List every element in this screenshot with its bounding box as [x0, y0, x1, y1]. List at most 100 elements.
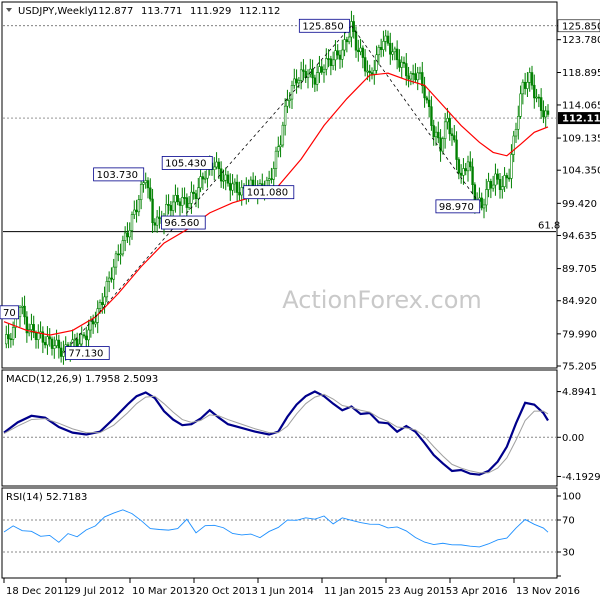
- price-annotation-box: [243, 185, 295, 200]
- candle-body: [368, 70, 371, 73]
- candle-body: [267, 178, 271, 181]
- candle-body: [539, 97, 543, 111]
- candle-body: [331, 59, 335, 66]
- current-price-label: 112.112: [562, 114, 600, 125]
- candle-body: [94, 322, 97, 325]
- candle-body: [224, 174, 227, 181]
- candle-body: [50, 338, 54, 349]
- candle-body: [233, 181, 237, 185]
- candle-body: [32, 324, 35, 334]
- candle-body: [146, 180, 150, 189]
- candle-body: [325, 58, 328, 70]
- price-annotation-box: [93, 167, 145, 182]
- macd-y-tick-label: 4.8941: [562, 387, 597, 398]
- candle-body: [455, 139, 458, 160]
- candle-body: [361, 47, 365, 58]
- x-tick-label: 1 Jun 2014: [260, 586, 314, 597]
- price-annotation-box: [161, 156, 213, 170]
- candle-body: [423, 85, 426, 99]
- candle-body: [103, 296, 106, 306]
- candle-body: [201, 176, 205, 180]
- candle-body: [530, 72, 534, 86]
- candle-body: [375, 54, 378, 71]
- candle-body: [393, 48, 397, 53]
- y-tick-label: 79.990: [562, 329, 597, 340]
- candle-body: [400, 61, 403, 68]
- candle-body: [149, 187, 152, 200]
- candle-body: [183, 197, 186, 199]
- y-tick-label: 114.065: [562, 100, 600, 111]
- candle-body: [491, 184, 495, 189]
- candle-body: [114, 253, 118, 268]
- candle-body: [357, 49, 360, 53]
- rsi-line: [3, 509, 549, 548]
- candle-body: [41, 331, 45, 343]
- candle-body: [306, 73, 310, 78]
- macd-line: [3, 390, 549, 476]
- candle-body: [382, 41, 385, 50]
- candle-body: [130, 214, 134, 231]
- candle-body: [471, 166, 474, 186]
- candle-body: [453, 135, 456, 141]
- candle-body: [338, 54, 342, 60]
- macd-title: MACD(12,26,9) 1.7958 2.5093: [6, 374, 158, 385]
- candle-body: [117, 253, 120, 256]
- candle-body: [537, 96, 541, 99]
- candle-body: [203, 177, 207, 180]
- candle-body: [101, 302, 104, 306]
- candle-body: [105, 281, 109, 298]
- candle-body: [55, 339, 58, 346]
- candle-body: [279, 144, 282, 148]
- candle-body: [363, 57, 367, 72]
- candle-body: [418, 72, 422, 74]
- candle-body: [98, 302, 102, 309]
- candle-body: [398, 59, 401, 68]
- candle-body: [441, 138, 445, 152]
- candle-body: [25, 316, 29, 334]
- candle-body: [151, 198, 154, 224]
- close-value: 112.112: [239, 6, 280, 17]
- collapse-triangle-icon[interactable]: [6, 8, 12, 12]
- candle-body: [432, 125, 435, 138]
- candle-body: [30, 324, 33, 330]
- candle-body: [411, 73, 415, 75]
- candle-body: [155, 216, 159, 226]
- y-tick-label: 125.850: [562, 21, 600, 32]
- candle-body: [446, 118, 449, 123]
- candle-body: [197, 187, 200, 200]
- candle-body: [231, 183, 234, 191]
- candle-body: [194, 193, 198, 200]
- rsi-y-tick-label: 100: [562, 492, 581, 503]
- candle-body: [512, 135, 515, 155]
- price-annotation-box: [65, 346, 110, 360]
- candle-body: [7, 334, 10, 339]
- candle-body: [341, 49, 344, 60]
- candle-body: [142, 182, 145, 185]
- candle-body: [457, 159, 461, 174]
- candle-body: [272, 168, 275, 180]
- candle-body: [352, 21, 355, 32]
- price-annotation-box: [161, 215, 206, 230]
- candle-body: [137, 199, 141, 213]
- candle-body: [507, 177, 511, 180]
- candle-body: [384, 35, 387, 42]
- y-tick-label: 94.635: [562, 231, 597, 242]
- macd-plot: 4.8941 0.00 -4.1929: [3, 387, 600, 483]
- price-annotation-label: 103.730: [97, 170, 138, 181]
- candle-body: [185, 197, 189, 208]
- candle-body: [315, 72, 319, 85]
- candle-body: [370, 72, 374, 75]
- candle-body: [107, 277, 111, 282]
- candle-body: [373, 70, 376, 75]
- candle-body: [327, 58, 330, 60]
- y-tick-label: 118.895: [562, 68, 600, 79]
- candle-body: [430, 106, 433, 126]
- candle-body: [192, 191, 195, 194]
- candle-body: [466, 161, 470, 172]
- candle-body: [135, 209, 138, 213]
- candle-body: [87, 329, 90, 341]
- candle-body: [9, 338, 13, 340]
- price-annotation-label: 101.080: [247, 188, 288, 199]
- candle-body: [277, 146, 280, 152]
- candle-body: [57, 339, 61, 349]
